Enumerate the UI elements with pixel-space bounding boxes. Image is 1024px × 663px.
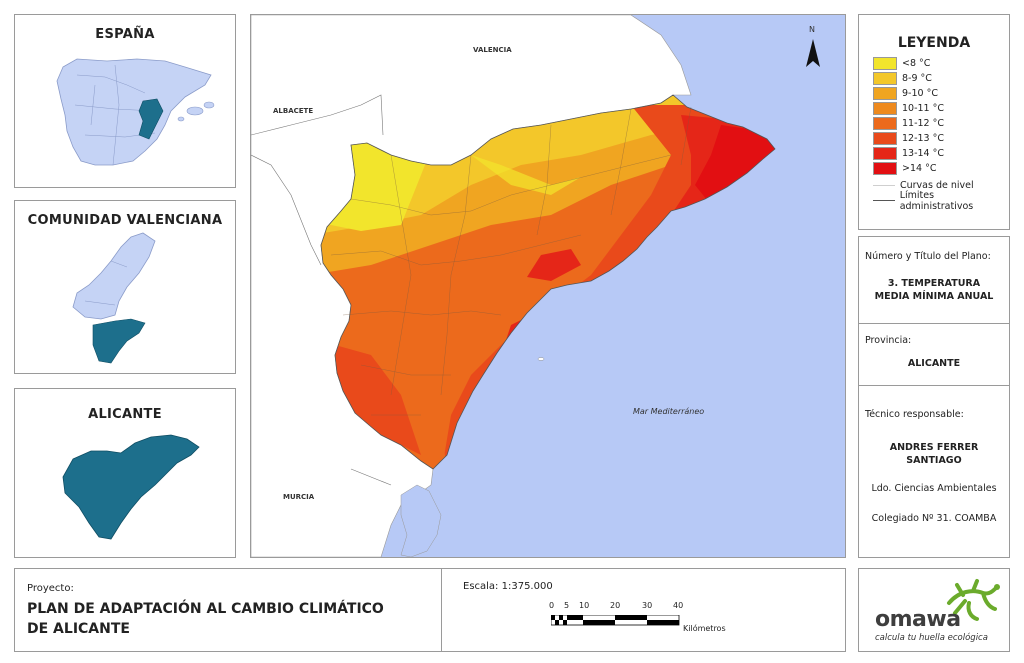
municipal-limits [330, 106, 692, 416]
technician-name-line2: SANTIAGO [906, 455, 962, 466]
legend-label: Límites administrativos [899, 189, 974, 212]
main-map-frame: N VALENCIA ALBACETE MURCIA Mar Mediterrá… [250, 14, 846, 558]
legend-label: 8-9 °C [902, 73, 932, 84]
scale-bar: 0 5 10 20 30 40 Kilómetros [549, 601, 731, 637]
inset-alicante-title: ALICANTE [88, 407, 162, 422]
label-sea: Mar Mediterráneo [633, 407, 705, 416]
legend-item: 9-10 °C [873, 87, 938, 100]
logo-panel: omawa calcula tu huella ecológica [858, 568, 1010, 652]
valencian-community-map [72, 232, 156, 364]
technician-label: Técnico responsable: [865, 409, 964, 420]
logo-name: omawa [875, 607, 961, 632]
scale-label: Escala: 1:375.000 [463, 581, 553, 592]
plan-title-line1: 3. TEMPERATURA [887, 278, 981, 289]
scale-tick: 0 [549, 601, 555, 610]
legend-label: <8 °C [902, 58, 931, 69]
scale-tick: 10 [579, 601, 590, 610]
province-value: ALICANTE [907, 358, 961, 369]
legend-swatch [873, 117, 897, 130]
label-valencia: VALENCIA [473, 46, 512, 54]
north-arrow-icon [806, 39, 820, 67]
plan-label: Número y Título del Plano: [865, 251, 991, 262]
legend-line-swatch [873, 185, 895, 186]
alicante-highlight [92, 318, 146, 364]
legend-item: Curvas de nivel [873, 179, 974, 192]
legend-swatch [873, 72, 897, 85]
legend-panel: LEYENDA <8 °C 8-9 °C 9-10 °C 10-11 °C 11… [858, 14, 1010, 230]
spain-land [56, 58, 212, 166]
legend-label: 11-12 °C [902, 118, 945, 129]
plan-title-line2: MEDIA MÍNIMA ANUAL [874, 291, 994, 302]
legend-item: 12-13 °C [873, 132, 944, 145]
legend-label: 10-11 °C [902, 103, 945, 114]
legend-swatch [873, 57, 897, 70]
legend-swatch [873, 147, 897, 160]
legend-item: 10-11 °C [873, 102, 944, 115]
inset-valencia-title: COMUNIDAD VALENCIANA [27, 213, 223, 228]
project-label: Proyecto: [27, 583, 74, 594]
legend-item: Límites administrativos [873, 190, 1009, 212]
alicante-map [62, 434, 200, 540]
scale-tick: 30 [642, 601, 653, 610]
north-label: N [809, 25, 815, 34]
technician-college: Colegiado Nº 31. COAMBA [871, 513, 997, 524]
scale-unit: Kilómetros [683, 624, 726, 633]
legend-item: 11-12 °C [873, 117, 944, 130]
project-panel: Proyecto: PLAN DE ADAPTACIÓN AL CAMBIO C… [14, 568, 846, 652]
province-label: Provincia: [865, 335, 912, 346]
inset-spain: ESPAÑA [14, 14, 236, 188]
scale-tick: 40 [673, 601, 684, 610]
legend-label: 9-10 °C [902, 88, 938, 99]
scale-tick: 20 [610, 601, 621, 610]
project-title-line1: PLAN DE ADAPTACIÓN AL CAMBIO CLIMÁTICO [27, 601, 384, 617]
legend-swatch [873, 102, 897, 115]
legend-item: 13-14 °C [873, 147, 944, 160]
valencia-castellon-provinces [72, 232, 156, 320]
legend-swatch [873, 132, 897, 145]
info-panel: Número y Título del Plano: 3. TEMPERATUR… [858, 236, 1010, 558]
legend-label: Curvas de nivel [900, 180, 974, 191]
legend-line-swatch [873, 200, 895, 201]
label-albacete: ALBACETE [273, 107, 314, 115]
legend-label: >14 °C [902, 163, 937, 174]
legend-item: <8 °C [873, 57, 930, 70]
logo-tagline: calcula tu huella ecológica [875, 633, 988, 643]
label-murcia: MURCIA [283, 493, 315, 501]
legend-label: 12-13 °C [902, 133, 945, 144]
scale-tick: 5 [564, 601, 570, 610]
legend-title: LEYENDA [897, 35, 971, 51]
inset-alicante: ALICANTE [14, 388, 236, 558]
legend-label: 13-14 °C [902, 148, 945, 159]
scale-bar-graphic [551, 615, 680, 626]
technician-degree: Ldo. Ciencias Ambientales [871, 483, 997, 494]
temperature-map [251, 15, 845, 557]
inset-valencian-community: COMUNIDAD VALENCIANA [14, 200, 236, 374]
legend-swatch [873, 87, 897, 100]
province-outline [320, 94, 776, 470]
spain-map [56, 58, 215, 166]
project-title-line2: DE ALICANTE [27, 621, 130, 637]
legend-swatch [873, 162, 897, 175]
technician-name-line1: ANDRES FERRER [889, 442, 979, 453]
inset-spain-title: ESPAÑA [95, 27, 155, 42]
legend-item: 8-9 °C [873, 72, 932, 85]
alicante-province [62, 434, 200, 540]
legend-item: >14 °C [873, 162, 936, 175]
lizard-logo-icon [947, 579, 1000, 621]
valencian-community-highlight [138, 98, 164, 140]
